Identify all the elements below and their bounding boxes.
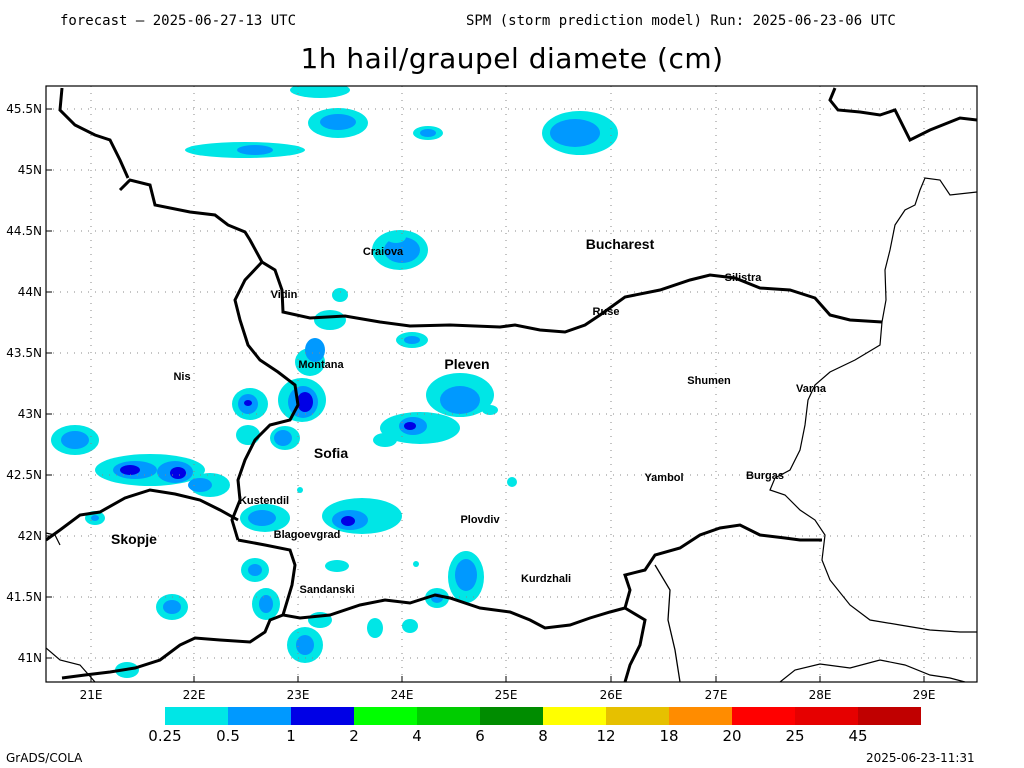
lon-label: 21E <box>79 688 103 702</box>
colorbar-swatch <box>858 707 921 725</box>
lon-label: 23E <box>286 688 310 702</box>
city-label: Skopje <box>111 531 157 547</box>
city-label: Kurdzhali <box>520 573 572 585</box>
lon-label: 27E <box>704 688 728 702</box>
colorbar-tick-label: 12 <box>596 727 616 745</box>
graticule <box>46 86 977 682</box>
lon-label: 22E <box>182 688 206 702</box>
lat-label: 43.5N <box>6 346 42 360</box>
city-label: Vidin <box>270 289 298 301</box>
lat-label: 44.5N <box>6 224 42 238</box>
lon-label: 29E <box>912 688 936 702</box>
colorbar-swatch <box>480 707 543 725</box>
lon-label: 28E <box>808 688 832 702</box>
lat-label: 42.5N <box>6 468 42 482</box>
lat-label: 45N <box>17 163 42 177</box>
lat-label: 41N <box>17 651 42 665</box>
colorbar-tick-label: 18 <box>659 727 679 745</box>
map-frame <box>45 85 978 683</box>
city-label: Shumen <box>687 375 731 387</box>
lat-label: 42N <box>17 529 42 543</box>
colorbar-swatch <box>543 707 606 725</box>
colorbar-tick-label: 20 <box>722 727 742 745</box>
city-label: Sofia <box>313 445 349 461</box>
aegean-coast <box>779 659 966 682</box>
colorbar-tick-label: 6 <box>475 727 485 745</box>
colorbar-swatch <box>732 707 795 725</box>
serbia-bulgaria-border <box>230 260 300 541</box>
city-label: Pleven <box>444 356 490 372</box>
generation-time: 2025-06-23-11:31 <box>866 751 975 765</box>
forecast-time: forecast – 2025-06-27-13 UTC <box>60 13 297 29</box>
lon-label: 25E <box>494 688 518 702</box>
map-title: 1h hail/graupel diamete (cm) <box>300 42 724 75</box>
colorbar-tick-label: 0.25 <box>148 727 182 745</box>
colorbar-swatch <box>165 707 228 725</box>
lon-label: 24E <box>390 688 414 702</box>
macedonia-border <box>46 488 239 542</box>
software-credit: GrADS/COLA <box>6 751 83 765</box>
moldova-border <box>828 87 977 143</box>
lon-label: 26E <box>599 688 623 702</box>
romania-north-border <box>58 87 130 179</box>
lat-label: 45.5N <box>6 102 42 116</box>
model-run: SPM (storm prediction model) Run: 2025-0… <box>466 13 896 29</box>
colorbar-swatch <box>228 707 291 725</box>
lat-label: 43N <box>17 407 42 421</box>
black-sea-coast <box>769 177 977 633</box>
city-label: Kustendil <box>238 495 290 507</box>
city-label: Sandanski <box>299 584 355 596</box>
colorbar-tick-label: 8 <box>538 727 548 745</box>
greece-border <box>61 613 284 680</box>
lat-label: 44N <box>17 285 42 299</box>
city-label: Burgas <box>746 470 784 482</box>
colorbar <box>165 707 921 725</box>
city-label: Bucharest <box>585 236 655 252</box>
city-label: Varna <box>796 383 826 395</box>
colorbar-tick-label: 2 <box>349 727 359 745</box>
turkey-border <box>654 564 681 682</box>
borders <box>46 87 977 682</box>
city-label: Silistra <box>724 272 762 284</box>
southern-border <box>237 523 822 630</box>
city-label: Ruse <box>592 306 620 318</box>
colorbar-tick-label: 0.5 <box>216 727 240 745</box>
colorbar-swatch <box>669 707 732 725</box>
hail-field <box>51 86 618 678</box>
colorbar-tick-label: 4 <box>412 727 422 745</box>
city-label: Yambol <box>644 472 684 484</box>
colorbar-tick-label: 1 <box>286 727 296 745</box>
turkey-greece-border <box>623 606 647 682</box>
colorbar-swatch <box>795 707 858 725</box>
city-label: Montana <box>298 359 344 371</box>
colorbar-tick-label: 45 <box>848 727 868 745</box>
colorbar-swatch <box>417 707 480 725</box>
city-label: Plovdiv <box>460 514 500 526</box>
city-label: Craiova <box>362 246 404 258</box>
lat-label: 41.5N <box>6 590 42 604</box>
colorbar-swatch <box>354 707 417 725</box>
city-label: Blagoevgrad <box>273 529 341 541</box>
minor-lines <box>46 532 96 682</box>
danube-border <box>118 178 883 334</box>
colorbar-tick-label: 25 <box>785 727 805 745</box>
city-label: Nis <box>173 371 191 383</box>
colorbar-swatch <box>291 707 354 725</box>
colorbar-swatch <box>606 707 669 725</box>
